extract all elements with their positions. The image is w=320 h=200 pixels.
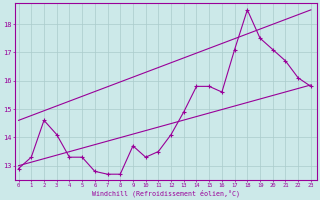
X-axis label: Windchill (Refroidissement éolien,°C): Windchill (Refroidissement éolien,°C) <box>92 190 240 197</box>
